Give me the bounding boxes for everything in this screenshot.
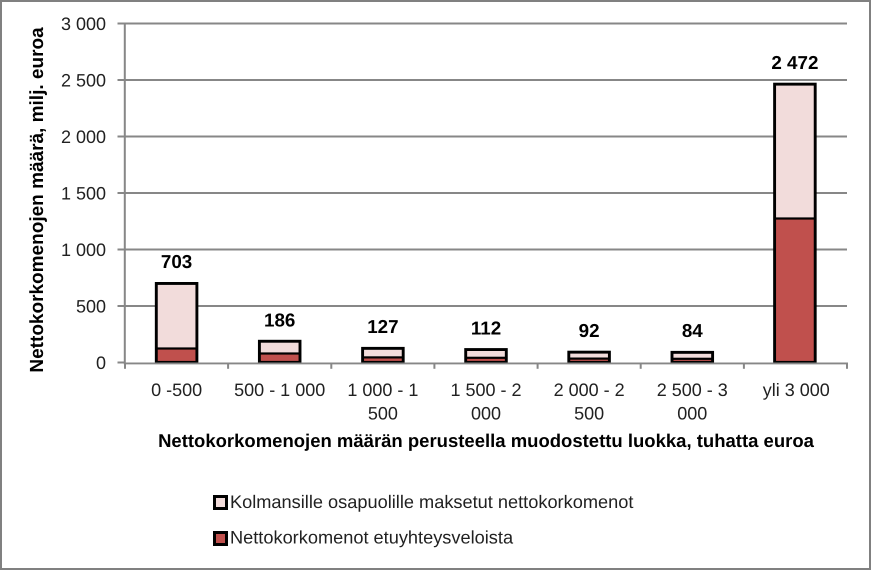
svg-text:703: 703 <box>161 251 192 272</box>
svg-text:yli 3 000: yli 3 000 <box>763 380 830 400</box>
svg-text:0 -500: 0 -500 <box>151 380 202 400</box>
svg-text:3 000: 3 000 <box>61 14 106 34</box>
svg-text:2 000 - 2: 2 000 - 2 <box>554 380 625 400</box>
svg-text:1 500: 1 500 <box>61 184 106 204</box>
svg-text:500: 500 <box>368 404 398 424</box>
svg-text:500: 500 <box>574 404 604 424</box>
svg-text:1 000: 1 000 <box>61 240 106 260</box>
svg-text:84: 84 <box>682 320 703 341</box>
svg-text:500: 500 <box>76 297 106 317</box>
svg-text:Nettokorkomenot etuyhteysveloi: Nettokorkomenot etuyhteysveloista <box>230 528 514 548</box>
svg-text:0: 0 <box>96 353 106 373</box>
svg-text:500 - 1 000: 500 - 1 000 <box>234 380 325 400</box>
svg-text:127: 127 <box>367 316 398 337</box>
svg-text:000: 000 <box>677 404 707 424</box>
svg-text:000: 000 <box>471 404 501 424</box>
svg-text:2 500: 2 500 <box>61 71 106 91</box>
svg-text:92: 92 <box>579 320 600 341</box>
svg-text:Kolmansille osapuolille makset: Kolmansille osapuolille maksetut nettoko… <box>230 492 633 512</box>
svg-text:2 500 - 3: 2 500 - 3 <box>657 380 728 400</box>
svg-text:Nettokorkomenojen määrän perus: Nettokorkomenojen määrän perusteella muo… <box>158 430 815 451</box>
svg-text:186: 186 <box>264 310 295 331</box>
svg-text:2 000: 2 000 <box>61 127 106 147</box>
svg-text:2 472: 2 472 <box>771 52 818 73</box>
svg-text:Nettokorkomenojen määrä, milj.: Nettokorkomenojen määrä, milj. euroa <box>27 27 48 373</box>
svg-text:112: 112 <box>471 317 501 338</box>
svg-text:1 500 - 2: 1 500 - 2 <box>450 380 521 400</box>
svg-text:1 000 - 1: 1 000 - 1 <box>347 380 418 400</box>
